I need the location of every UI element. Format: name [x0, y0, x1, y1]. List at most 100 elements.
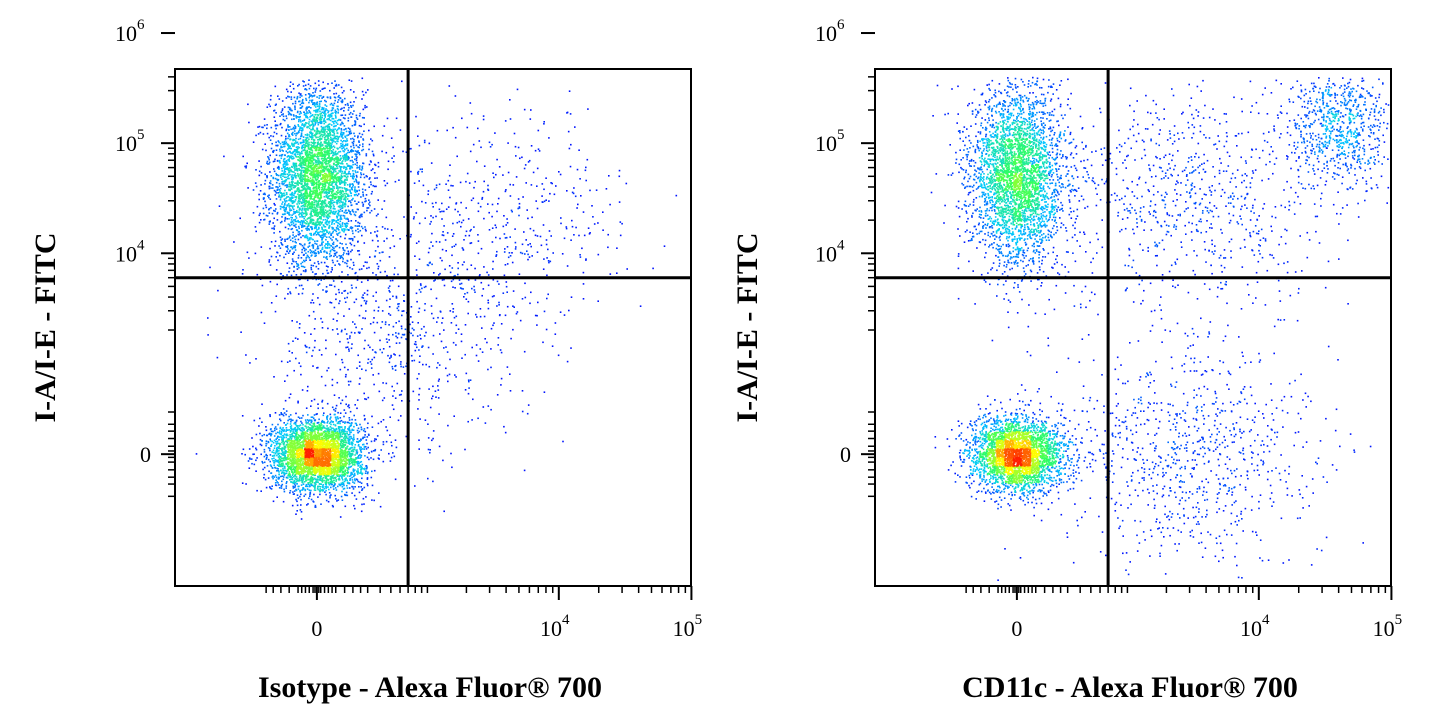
data-point	[337, 101, 339, 103]
data-point	[300, 93, 302, 95]
data-point	[307, 385, 309, 388]
data-point	[330, 420, 333, 422]
data-point	[335, 182, 337, 184]
data-point	[354, 469, 356, 471]
data-point	[324, 233, 327, 235]
data-point	[306, 488, 309, 490]
data-point	[346, 138, 348, 140]
data-point	[255, 447, 257, 450]
data-point	[350, 474, 352, 476]
data-point	[355, 180, 358, 182]
data-point	[317, 297, 319, 299]
data-point	[357, 231, 360, 233]
data-point	[377, 165, 380, 168]
data-point	[277, 478, 280, 480]
data-point	[509, 99, 511, 101]
data-point	[263, 473, 266, 476]
data-point	[293, 265, 295, 268]
data-point	[451, 466, 453, 469]
data-point	[284, 297, 286, 300]
data-point	[351, 485, 353, 488]
data-point	[467, 392, 470, 395]
data-point	[309, 85, 312, 87]
data-point	[344, 434, 346, 436]
data-point	[298, 211, 300, 213]
data-point	[314, 89, 317, 91]
data-point	[325, 223, 328, 225]
data-point	[465, 298, 468, 300]
data-point	[358, 115, 361, 117]
data-point	[350, 150, 353, 153]
data-point	[499, 237, 501, 240]
data-point	[466, 291, 469, 294]
data-point	[370, 169, 373, 172]
data-point	[330, 200, 332, 202]
data-point	[362, 205, 364, 207]
data-point	[490, 366, 492, 369]
data-point	[329, 96, 332, 98]
data-point	[358, 383, 361, 385]
data-point	[357, 457, 360, 459]
data-point	[280, 433, 282, 436]
data-point	[283, 140, 286, 143]
data-point	[355, 451, 358, 453]
data-point	[332, 219, 335, 221]
data-point	[265, 486, 268, 489]
data-point	[282, 500, 285, 503]
data-point	[337, 333, 339, 335]
data-point	[277, 459, 280, 462]
data-point	[306, 137, 308, 140]
data-point	[350, 250, 352, 253]
data-point	[275, 451, 277, 453]
data-point	[510, 209, 513, 212]
data-point	[297, 497, 300, 499]
data-point	[344, 170, 346, 173]
data-point	[392, 333, 394, 336]
data-point	[337, 288, 340, 291]
data-point	[259, 438, 262, 441]
data-point	[344, 117, 346, 120]
data-point	[280, 111, 283, 114]
data-point	[264, 200, 266, 203]
data-point	[251, 462, 253, 465]
data-point	[355, 153, 358, 156]
data-point	[287, 168, 289, 170]
data-point	[345, 189, 348, 191]
data-point	[263, 118, 266, 120]
data-point	[446, 129, 448, 132]
data-point	[279, 197, 282, 199]
data-point	[289, 156, 291, 159]
data-point	[340, 330, 343, 333]
data-point	[359, 112, 361, 115]
data-point	[349, 266, 351, 269]
data-point	[296, 98, 298, 100]
data-point	[293, 369, 295, 372]
data-point	[348, 417, 351, 419]
data-point	[346, 484, 348, 487]
data-point	[345, 166, 348, 169]
data-point	[311, 355, 313, 357]
data-point	[347, 156, 350, 158]
data-point	[361, 165, 364, 168]
data-point	[352, 486, 354, 488]
data-point	[278, 436, 281, 438]
data-point	[296, 428, 299, 430]
data-point	[288, 96, 290, 98]
data-point	[293, 490, 296, 492]
data-point	[298, 485, 300, 488]
data-point	[283, 429, 286, 431]
data-point	[290, 109, 292, 112]
data-point	[335, 418, 337, 421]
data-point	[308, 238, 311, 240]
data-point	[342, 146, 345, 149]
data-point	[367, 396, 370, 399]
data-point	[353, 146, 355, 149]
data-point	[364, 261, 367, 263]
data-point	[568, 90, 571, 92]
data-point	[346, 481, 349, 484]
data-point	[293, 194, 295, 196]
data-point	[285, 485, 288, 487]
data-point	[356, 473, 359, 475]
data-point	[462, 249, 465, 251]
data-point	[272, 160, 275, 163]
